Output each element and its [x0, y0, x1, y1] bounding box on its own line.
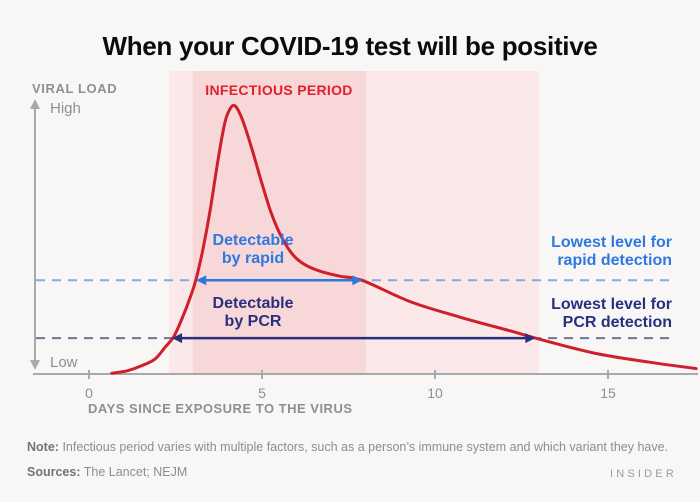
rapid-detectable-arrow-right-head — [352, 275, 363, 286]
insider-logo: INSIDER — [609, 468, 677, 480]
detectable-by-pcr-line1: Detectable — [212, 295, 294, 312]
y-axis-high-label: High — [50, 100, 81, 117]
pcr-detectable-arrow-right-head — [525, 333, 536, 344]
x-tick-label-15: 15 — [600, 385, 616, 401]
pcr-detectable-arrow-left-head — [172, 333, 183, 344]
detectable-by-pcr-annotation: Detectable by PCR — [213, 295, 294, 331]
x-tick-label-10: 10 — [427, 385, 443, 401]
detectable-by-pcr-line2: by PCR — [224, 313, 282, 330]
detectable-by-rapid-line1: Detectable — [212, 232, 294, 249]
footnote: Note: Infectious period varies with mult… — [27, 440, 693, 454]
detectable-by-rapid-line2: by rapid — [221, 250, 285, 267]
pcr-threshold-line1: Lowest level for — [551, 296, 672, 313]
x-axis-title: DAYS SINCE EXPOSURE TO THE VIRUS — [88, 401, 353, 416]
pcr-threshold-label: Lowest level for PCR detection — [551, 296, 672, 332]
detectable-by-rapid-annotation: Detectable by rapid — [213, 232, 294, 268]
rapid-threshold-label: Lowest level for rapid detection — [551, 234, 672, 270]
y-axis-low-label: Low — [50, 354, 78, 371]
page-title: When your COVID-19 test will be positive — [102, 31, 598, 62]
y-axis-down-arrowhead — [30, 360, 40, 370]
pcr-threshold-line2: PCR detection — [562, 314, 672, 331]
rapid-threshold-line1: Lowest level for — [551, 234, 672, 251]
rapid-detectable-arrow-left-head — [196, 275, 207, 286]
x-tick-label-0: 0 — [85, 385, 93, 401]
sources-prefix: Sources: — [27, 465, 81, 479]
footnote-text: Infectious period varies with multiple f… — [62, 440, 669, 454]
rapid-threshold-line2: rapid detection — [557, 252, 672, 269]
y-axis-title: VIRAL LOAD — [32, 81, 118, 96]
infectious-period-band — [192, 71, 366, 373]
sources-text: The Lancet; NEJM — [83, 465, 188, 479]
y-axis-up-arrowhead — [30, 99, 40, 109]
viral-load-curve — [110, 103, 698, 375]
x-tick-label-5: 5 — [258, 385, 266, 401]
footnote-prefix: Note: — [27, 440, 59, 454]
sources-line: Sources: The Lancet; NEJM — [27, 465, 187, 479]
infectious-period-label: INFECTIOUS PERIOD — [205, 82, 353, 98]
